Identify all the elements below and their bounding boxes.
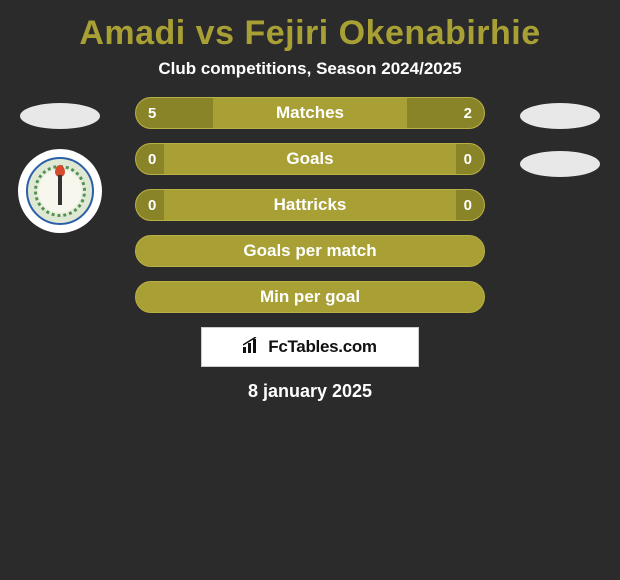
stat-left-value: 0 xyxy=(136,190,164,220)
page-title: Amadi vs Fejiri Okenabirhie xyxy=(0,0,620,59)
chart-bars-icon xyxy=(243,337,263,358)
stat-row-min-per-goal: Min per goal xyxy=(135,281,485,313)
stat-left-value: 5 xyxy=(136,98,213,128)
page-subtitle: Club competitions, Season 2024/2025 xyxy=(0,59,620,97)
stat-label: Hattricks xyxy=(274,195,347,215)
stat-label: Goals xyxy=(286,149,333,169)
player-right-placeholder-icon-2 xyxy=(520,151,600,177)
stat-label: Matches xyxy=(276,103,344,123)
comparison-area: 5 Matches 2 0 Goals 0 0 Hattricks 0 Goal… xyxy=(0,97,620,313)
stat-label: Min per goal xyxy=(260,287,360,307)
stat-row-goals-per-match: Goals per match xyxy=(135,235,485,267)
stat-row-hattricks: 0 Hattricks 0 xyxy=(135,189,485,221)
stat-right-value: 0 xyxy=(456,144,484,174)
stat-right-value: 0 xyxy=(456,190,484,220)
stat-left-value: 0 xyxy=(136,144,164,174)
brand-text: FcTables.com xyxy=(268,337,377,357)
stat-right-value: 2 xyxy=(407,98,484,128)
player-left-placeholder-icon xyxy=(20,103,100,129)
stat-row-goals: 0 Goals 0 xyxy=(135,143,485,175)
player-right-placeholder-icon xyxy=(520,103,600,129)
brand-badge: FcTables.com xyxy=(201,327,419,367)
stat-row-matches: 5 Matches 2 xyxy=(135,97,485,129)
club-crest-icon xyxy=(18,149,102,233)
stat-label: Goals per match xyxy=(243,241,376,261)
comparison-bars: 5 Matches 2 0 Goals 0 0 Hattricks 0 Goal… xyxy=(135,97,485,313)
date-label: 8 january 2025 xyxy=(0,381,620,402)
